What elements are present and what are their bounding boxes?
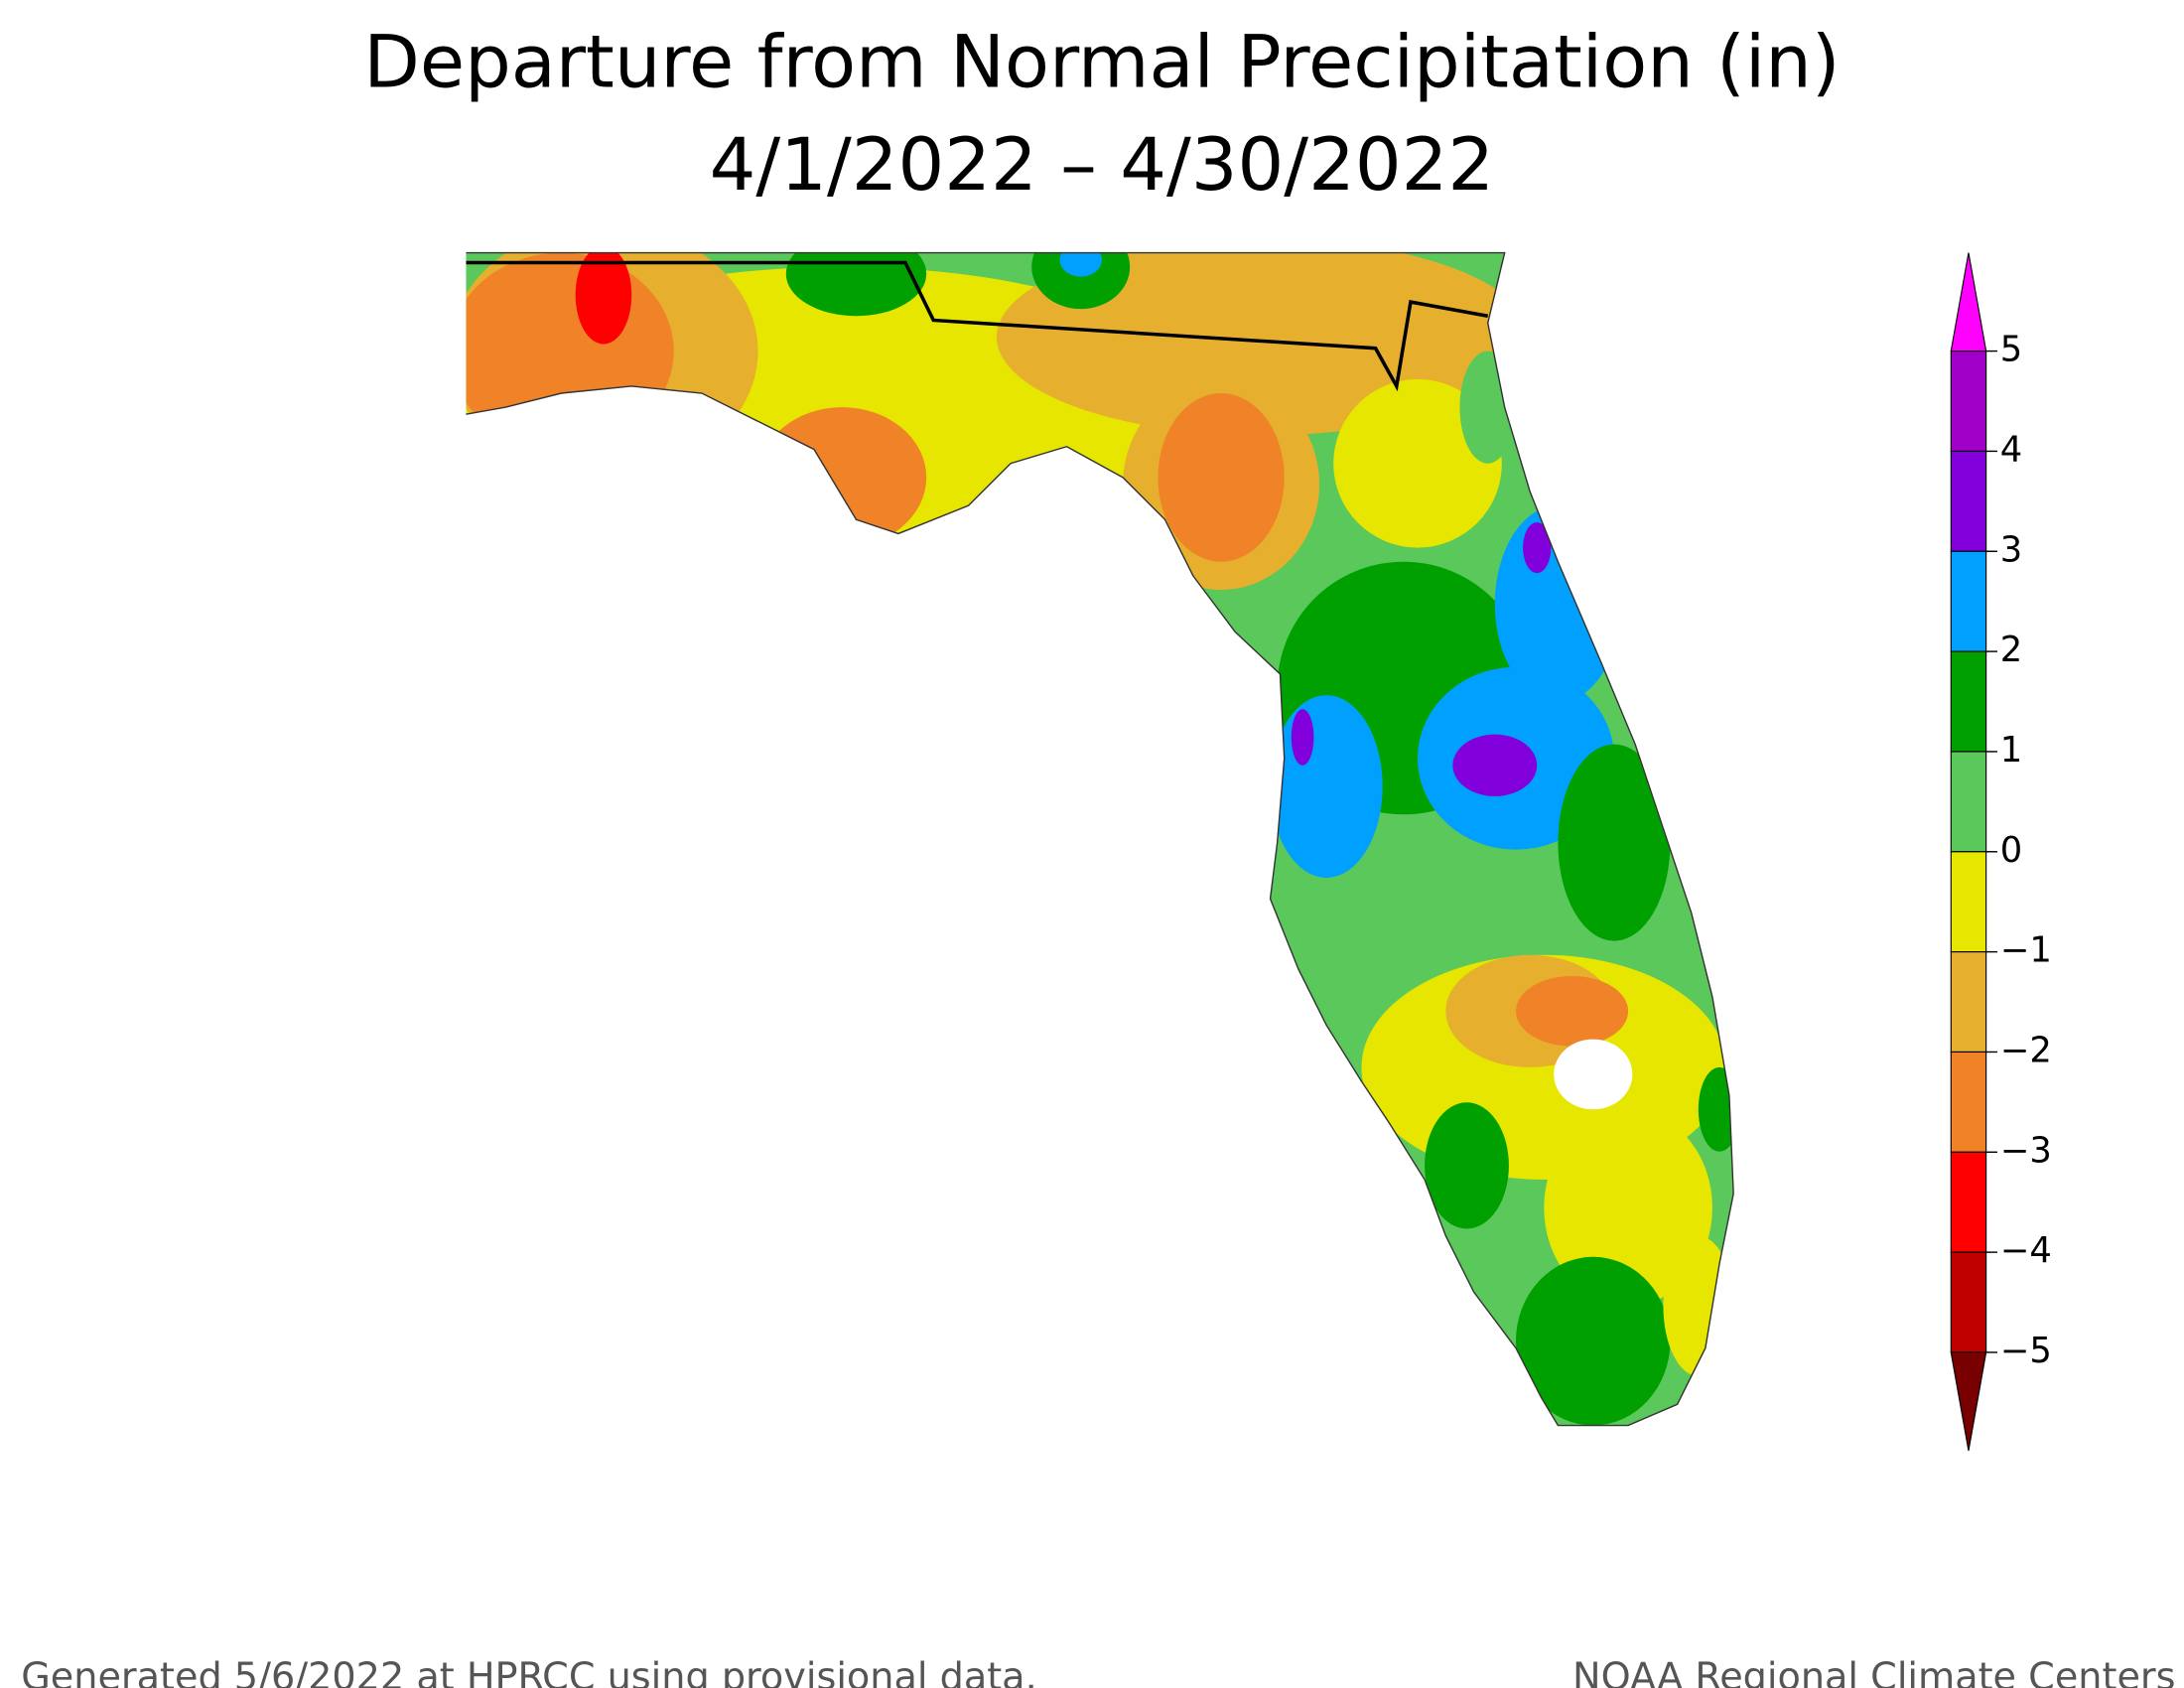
legend-swatch (1950, 550, 1987, 652)
legend-swatch (1950, 751, 1987, 853)
footer-right: NOAA Regional Climate Centers (1572, 1655, 2175, 1688)
footer-left: Generated 5/6/2022 at HPRCC using provis… (21, 1655, 1037, 1688)
legend-arrow-top (1950, 252, 1987, 352)
legend-swatch (1950, 951, 1987, 1054)
legend-tick-label: 5 (2000, 330, 2022, 370)
legend-swatch (1950, 650, 1987, 753)
legend-tick-label: −1 (2000, 930, 2052, 971)
legend-tick-label: −5 (2000, 1331, 2052, 1371)
title: Departure from Normal Precipitation (in) (363, 21, 1840, 105)
legend-tick-label: 1 (2000, 730, 2022, 771)
legend-arrow-bottom (1950, 1351, 1987, 1452)
legend-tick-label: 0 (2000, 830, 2022, 871)
legend-tick-label: −3 (2000, 1130, 2052, 1171)
legend-tick-label: −4 (2000, 1230, 2052, 1271)
color-legend: 5 4 3 2 1 0 −1 −2 −3 −4 −5 (1950, 252, 2052, 1452)
coastline (466, 251, 1734, 1427)
legend-tick-label: 3 (2000, 529, 2022, 570)
legend-swatch (1950, 851, 1987, 953)
legend-tick-label: 4 (2000, 429, 2022, 470)
subtitle: 4/1/2022 – 4/30/2022 (710, 123, 1495, 208)
legend-swatch (1950, 1051, 1987, 1153)
precip-map (466, 252, 1734, 1426)
legend-tick-label: −2 (2000, 1030, 2052, 1070)
legend-tick-label: 2 (2000, 630, 2022, 670)
legend-swatch (1950, 1251, 1987, 1353)
legend-swatch (1950, 450, 1987, 552)
legend-swatch (1950, 1151, 1987, 1253)
legend-swatch (1950, 351, 1987, 452)
